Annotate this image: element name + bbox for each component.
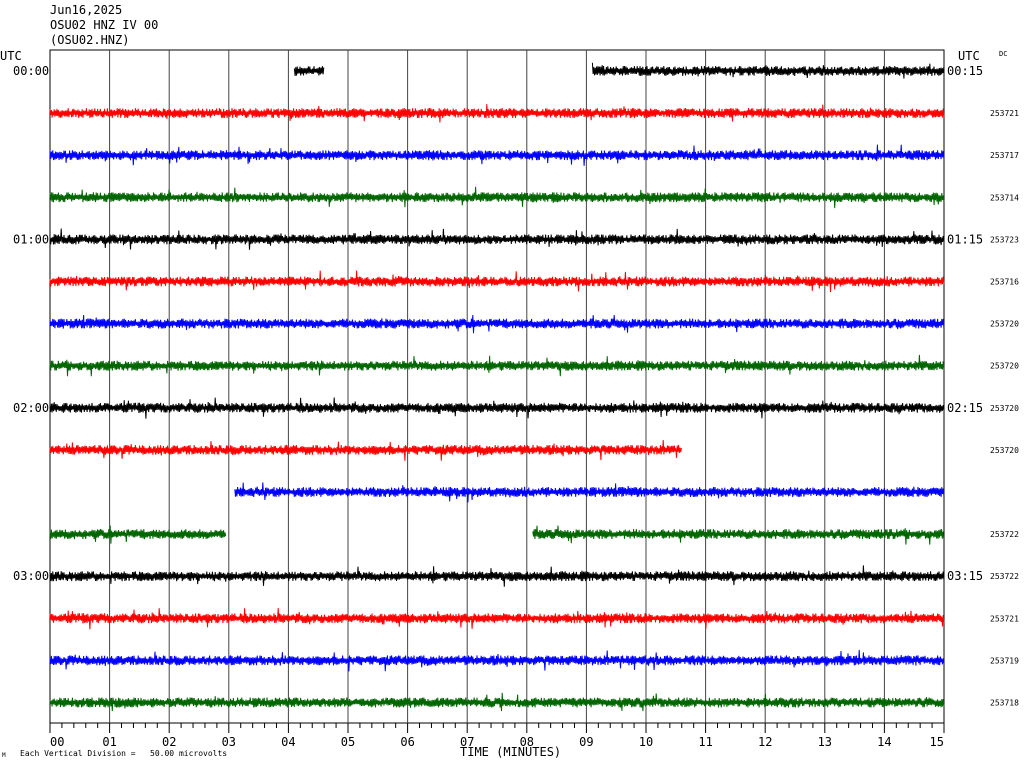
trace-segment — [49, 186, 945, 209]
x-tick-label: 12 — [758, 735, 772, 749]
row-dc-value: 253717 — [990, 151, 1019, 160]
right-utc-label: UTC — [958, 49, 980, 63]
x-tick-label: 08 — [520, 735, 534, 749]
trace-segment — [49, 270, 945, 293]
row-left-time: 02:00 — [13, 401, 49, 415]
x-axis-label: TIME (MINUTES) — [460, 745, 562, 759]
trace-segment — [532, 525, 945, 545]
row-dc-value: 253714 — [990, 193, 1019, 202]
x-tick-label: 03 — [222, 735, 236, 749]
row-dc-value: 253720 — [990, 404, 1019, 413]
trace-segment — [49, 439, 682, 461]
x-tick-label: 13 — [818, 735, 832, 749]
row-dc-value: 253720 — [990, 320, 1019, 329]
x-tick-label: 02 — [162, 735, 176, 749]
x-tick-label: 07 — [460, 735, 474, 749]
header-date: Jun16,2025 — [50, 3, 123, 17]
x-tick-label: 15 — [930, 735, 944, 749]
x-tick-label: 10 — [639, 735, 653, 749]
row-dc-value: 253721 — [990, 109, 1019, 118]
row-right-time: 02:15 — [947, 401, 983, 415]
x-tick-label: 04 — [281, 735, 295, 749]
plot-frame — [49, 49, 945, 724]
x-tick-label: 00 — [50, 735, 64, 749]
trace-segment — [49, 228, 945, 250]
row-dc-value: 253719 — [990, 656, 1019, 665]
row-dc-value: 253720 — [990, 362, 1019, 371]
trace-segment — [591, 62, 945, 79]
row-right-time: 03:15 — [947, 569, 983, 583]
row-dc-value: 253722 — [990, 572, 1019, 581]
trace-segment — [49, 397, 945, 419]
x-tick-label: 09 — [579, 735, 593, 749]
header-code: (OSU02.HNZ) — [50, 33, 130, 47]
trace-segment — [293, 66, 325, 77]
row-left-time: 00:00 — [13, 64, 49, 78]
x-tick-label: 14 — [877, 735, 891, 749]
trace-segment — [49, 607, 945, 630]
row-right-time: 00:15 — [947, 64, 983, 78]
trace-segment — [49, 525, 227, 544]
trace-segment — [49, 565, 945, 587]
corner-mark: M — [2, 752, 6, 759]
trace-segment — [49, 692, 945, 712]
x-tick-label: 05 — [341, 735, 355, 749]
x-tick-label: 06 — [400, 735, 414, 749]
row-dc-value: 253716 — [990, 278, 1019, 287]
x-tick-label: 01 — [102, 735, 116, 749]
x-tick-label: 11 — [698, 735, 712, 749]
trace-segment — [49, 104, 945, 123]
row-left-time: 03:00 — [13, 569, 49, 583]
trace-segment — [49, 649, 945, 672]
row-right-time: 01:15 — [947, 232, 983, 246]
dc-label: DC — [999, 50, 1008, 58]
trace-segment — [49, 314, 945, 334]
scale-note: Each Vertical Division = 50.00 microvolt… — [20, 749, 228, 758]
row-dc-value: 253722 — [990, 530, 1019, 539]
left-utc-label: UTC — [0, 49, 22, 63]
trace-segment — [234, 482, 945, 503]
row-dc-value: 253721 — [990, 614, 1019, 623]
trace-segment — [49, 144, 945, 166]
row-left-time: 01:00 — [13, 232, 49, 246]
row-dc-value: 253718 — [990, 699, 1019, 708]
row-dc-value: 253720 — [990, 446, 1019, 455]
row-dc-value: 253723 — [990, 235, 1019, 244]
trace-segment — [49, 354, 945, 377]
header-station: OSU02 HNZ IV 00 — [50, 18, 159, 32]
